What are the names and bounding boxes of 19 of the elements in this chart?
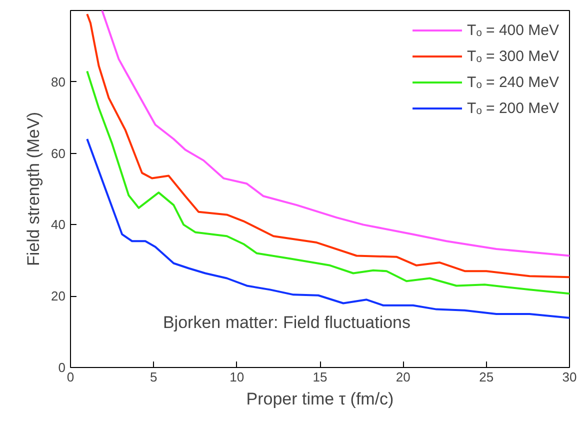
- x-tick-label: 10: [230, 370, 244, 384]
- annotation: Bjorken matter: Field fluctuations: [162, 312, 411, 332]
- x-tick-label: 20: [396, 370, 410, 384]
- y-tick-label: 0: [58, 360, 66, 375]
- x-tick-label: 30: [562, 370, 577, 384]
- legend-label: Tₒ = 400 MeV: [467, 22, 559, 38]
- legend-label: Tₒ = 300 MeV: [467, 48, 559, 64]
- legend-label: Tₒ = 240 MeV: [467, 74, 559, 90]
- x-tick-label: 5: [150, 370, 158, 384]
- x-tick-label: 25: [479, 370, 494, 384]
- y-tick-label: 80: [51, 74, 66, 90]
- x-tick-label: 15: [312, 370, 328, 384]
- line-series: [86, 70, 570, 295]
- x-axis-title: Proper time τ (fm/c): [246, 390, 394, 408]
- y-axis-title: Field strength (MeV): [24, 112, 44, 266]
- y-tick-label: 60: [51, 146, 66, 161]
- y-tick-label: 40: [51, 217, 66, 232]
- legend-label: Tₒ = 200 MeV: [467, 100, 559, 116]
- y-tick-label: 20: [51, 288, 66, 304]
